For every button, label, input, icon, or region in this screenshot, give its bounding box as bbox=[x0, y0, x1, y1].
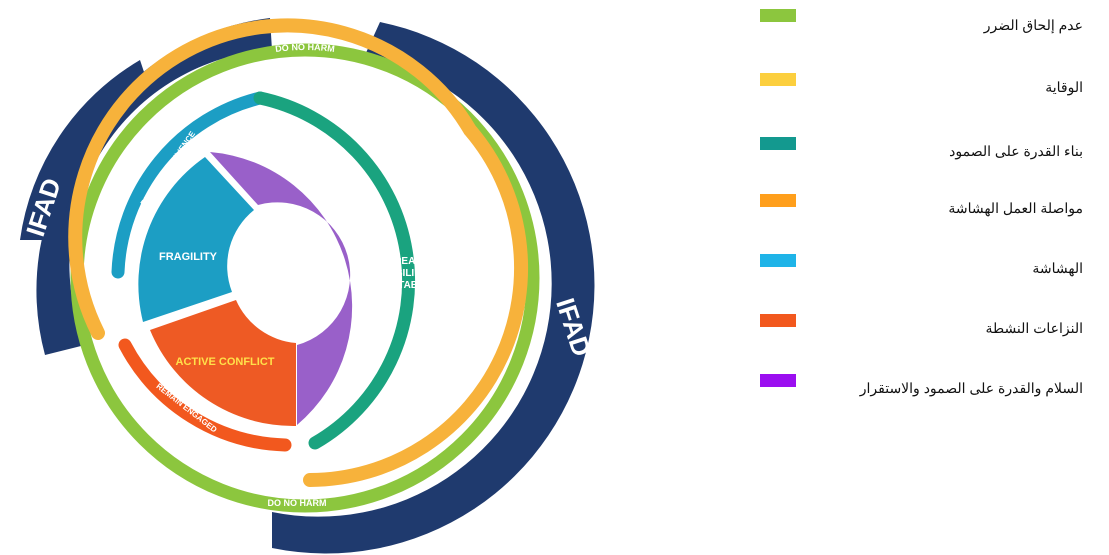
prevention-arc-main bbox=[68, 18, 528, 487]
legend-item: الوقاية bbox=[740, 73, 1109, 113]
peace-label-line3: & STABILITY bbox=[382, 280, 443, 291]
legend: عدم إلحاق الضرر الوقاية بناء القدرة على ال… bbox=[740, 0, 1109, 555]
legend-label: النزاعات النشطة bbox=[985, 320, 1083, 336]
legend-item: السلام والقدرة على الصمود والاستقرار bbox=[740, 374, 1109, 414]
do-no-harm-bottom-label: DO NO HARM bbox=[268, 498, 327, 508]
fragility-segment bbox=[138, 157, 254, 322]
fragility-label: FRAGILITY bbox=[159, 251, 218, 263]
legend-swatch bbox=[760, 314, 796, 327]
legend-item: بناء القدرة على الصمود bbox=[740, 137, 1109, 177]
legend-label: مواصلة العمل الهشاشة bbox=[948, 200, 1083, 216]
legend-label: الهشاشة bbox=[1032, 260, 1083, 276]
legend-swatch bbox=[760, 374, 796, 387]
building-resilience-arc-main bbox=[253, 91, 416, 450]
legend-label: بناء القدرة على الصمود bbox=[949, 143, 1083, 159]
legend-label: الوقاية bbox=[1045, 79, 1083, 95]
legend-item: الهشاشة bbox=[740, 254, 1109, 294]
legend-label: عدم إلحاق الضرر bbox=[983, 17, 1083, 33]
peace-segment bbox=[210, 152, 353, 425]
legend-item: عدم إلحاق الضرر bbox=[740, 9, 1109, 49]
ifad-outer-band-right bbox=[272, 22, 595, 554]
do-no-harm-top-label: DO NO HARM bbox=[275, 42, 336, 54]
peace-label-line1: PEACE bbox=[395, 256, 430, 267]
legend-swatch bbox=[760, 254, 796, 267]
legend-item: النزاعات النشطة bbox=[740, 314, 1109, 354]
legend-swatch bbox=[760, 137, 796, 150]
active-conflict-segment bbox=[150, 300, 296, 427]
resilience-diagram: IFAD IFAD FRAGILITY ACTIVE CONFLICT PEAC… bbox=[20, 18, 595, 554]
remain-engaged-arc bbox=[118, 338, 292, 452]
building-resilience-right-label: BUILDING RESILIENCE bbox=[469, 235, 496, 324]
legend-item: مواصلة العمل الهشاشة bbox=[740, 194, 1109, 234]
legend-swatch bbox=[760, 194, 796, 207]
legend-swatch bbox=[760, 9, 796, 22]
peace-label-line2: RESILIENCE bbox=[382, 268, 442, 279]
legend-swatch bbox=[760, 73, 796, 86]
building-resilience-arc-left bbox=[111, 91, 267, 279]
active-conflict-label: ACTIVE CONFLICT bbox=[176, 356, 275, 368]
legend-label: السلام والقدرة على الصمود والاستقرار bbox=[859, 380, 1083, 396]
